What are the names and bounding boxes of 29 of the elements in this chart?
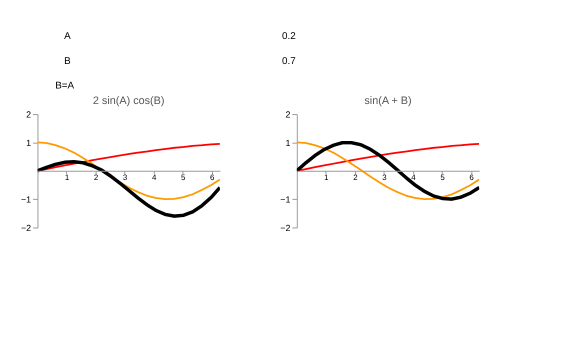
text: B: [64, 56, 72, 67]
x-tick-label: 1: [64, 173, 70, 182]
y-tick-label: −2: [280, 222, 290, 233]
y-tick-label: 2: [285, 110, 290, 120]
y-tick-label: −2: [20, 222, 32, 233]
x-tick-label: 5: [440, 173, 446, 182]
x-tick-label: 1: [324, 173, 329, 182]
x-tick-label: 4: [152, 173, 157, 182]
x-tick-label: 2: [353, 173, 358, 182]
x-tick-label: 6: [469, 173, 474, 182]
chart-title: 2 sin(A) cos(B): [92, 95, 164, 108]
y-tick-label: −1: [20, 194, 32, 205]
x-tick-label: 2: [94, 173, 98, 182]
x-tick-label: 6: [210, 173, 216, 182]
chart-title: sin(A + B): [364, 95, 412, 108]
text: B=A: [55, 80, 75, 92]
x-tick-label: 4: [411, 173, 416, 182]
x-tick-label: 5: [181, 173, 186, 182]
x-tick-label: 3: [122, 173, 128, 182]
text: 0.2: [282, 31, 296, 42]
x-tick-label: 3: [382, 173, 388, 182]
text: 0.7: [282, 56, 296, 67]
y-tick-label: −1: [280, 194, 290, 205]
y-tick-label: 1: [285, 138, 290, 148]
line-series: [37, 160, 220, 218]
y-tick-label: 1: [26, 138, 32, 148]
line-series: [296, 142, 480, 172]
y-tick-label: 2: [26, 110, 32, 120]
text: A: [64, 31, 72, 42]
